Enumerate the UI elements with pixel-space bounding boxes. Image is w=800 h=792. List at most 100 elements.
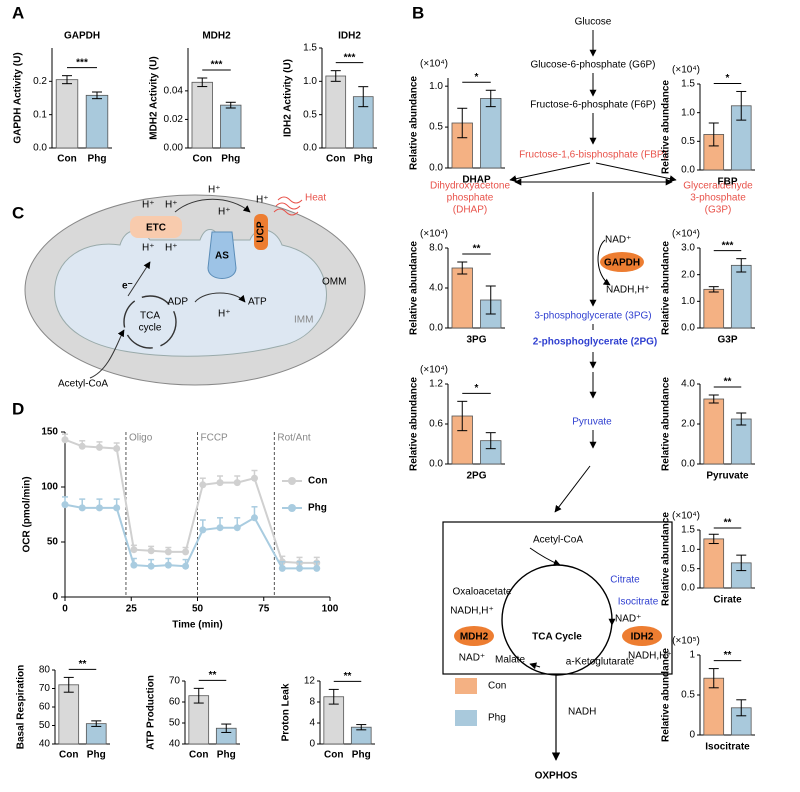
- point: [216, 479, 224, 487]
- metabolite: Dihydroxyacetone: [430, 181, 510, 192]
- series-line: [64, 503, 317, 570]
- label: OMM: [322, 277, 346, 288]
- y-tick-label: 0.0: [33, 143, 47, 154]
- atp-synthase: [207, 231, 237, 279]
- y-tick-label: 50: [47, 537, 59, 548]
- bar: [220, 104, 242, 149]
- label: H⁺: [208, 185, 221, 196]
- x-tick-label: Con: [57, 154, 76, 165]
- significance: *: [726, 73, 730, 84]
- significance: **: [79, 659, 87, 670]
- significance: **: [724, 650, 732, 661]
- enzyme: [622, 626, 662, 646]
- legend-label: Con: [308, 476, 327, 487]
- x-label: Isocitrate: [705, 742, 750, 753]
- multiplier: (×10⁵): [672, 636, 700, 647]
- bar: [703, 538, 725, 589]
- y-tick-label: 0.2: [33, 76, 47, 87]
- significance: ***: [722, 240, 734, 251]
- metabolite: Oxaloacetate: [453, 587, 512, 598]
- multiplier: (×10⁴): [420, 365, 448, 376]
- chart-title: GAPDH: [64, 31, 100, 42]
- y-tick-label: 0: [309, 739, 315, 750]
- y-label: Relative abundance: [409, 76, 420, 170]
- panel-label: D: [12, 399, 24, 418]
- y-tick-label: 0.5: [681, 690, 695, 701]
- significance: *: [475, 72, 479, 83]
- cofactor: NADH,H⁺: [606, 285, 650, 296]
- point: [233, 524, 241, 532]
- point: [78, 504, 86, 512]
- bar: [325, 75, 347, 149]
- y-tick-label: 8.0: [429, 243, 443, 254]
- y-tick-label: 1.0: [303, 76, 317, 87]
- chart-title: IDH2: [338, 31, 361, 42]
- metabolite: (DHAP): [453, 205, 487, 216]
- point: [164, 561, 172, 569]
- x-tick-label: 0: [62, 604, 68, 615]
- cofactor: NAD⁺: [459, 653, 485, 664]
- label: Acetyl-CoA: [58, 379, 108, 390]
- x-label: 2PG: [466, 471, 486, 482]
- point: [250, 474, 258, 482]
- cofactor: NADH,H⁺: [628, 651, 672, 662]
- y-tick-label: 40: [169, 739, 181, 750]
- y-label: IDH2 Activity (U): [283, 59, 294, 137]
- significance: **: [473, 244, 481, 255]
- y-tick-label: 70: [169, 676, 181, 687]
- label: H⁺: [142, 243, 155, 254]
- y-tick-label: 1.0: [681, 107, 695, 118]
- point: [113, 445, 121, 452]
- significance: *: [475, 383, 479, 394]
- metabolite: Citrate: [610, 575, 640, 586]
- label: ATP: [248, 297, 267, 308]
- cofactor: NADH,H⁺: [450, 606, 494, 617]
- y-tick-label: 2.0: [681, 269, 695, 280]
- point: [296, 564, 304, 572]
- y-tick-label: 2.0: [681, 419, 695, 430]
- y-tick-label: 8: [309, 697, 315, 708]
- point: [199, 481, 207, 489]
- y-tick-label: 0.0: [681, 583, 695, 594]
- y-tick-label: 1.5: [681, 525, 695, 536]
- metabolite: phosphate: [447, 193, 494, 204]
- x-label: Pyruvate: [706, 471, 749, 482]
- y-tick-label: 12: [304, 676, 316, 687]
- x-tick-label: Con: [326, 154, 345, 165]
- cofactor: NAD⁺: [615, 614, 641, 625]
- point: [216, 524, 224, 532]
- x-tick-label: Phg: [88, 154, 107, 165]
- metabolite: Malate: [495, 655, 525, 666]
- bar: [703, 398, 725, 465]
- point: [113, 504, 121, 512]
- multiplier: (×10⁴): [420, 229, 448, 240]
- y-label: MDH2 Activity (U): [149, 56, 160, 140]
- inner-membrane: [54, 229, 327, 357]
- tca-cycle-icon: [123, 295, 177, 349]
- bar: [703, 288, 725, 329]
- y-tick-label: 0.1: [33, 109, 47, 120]
- enzyme-label: MDH2: [460, 632, 489, 643]
- metabolite: 3-phosphate: [690, 193, 746, 204]
- heat-icon: [273, 196, 303, 216]
- oxphos: OXPHOS: [535, 771, 578, 782]
- point: [95, 443, 103, 451]
- y-tick-label: 0.0: [303, 143, 317, 154]
- x-tick-label: Con: [193, 154, 212, 165]
- bar: [480, 98, 502, 169]
- bar: [58, 684, 80, 745]
- legend-label: Phg: [488, 713, 506, 724]
- y-tick-label: 0.6: [429, 419, 443, 430]
- point: [61, 436, 69, 444]
- legend-marker: [288, 477, 296, 485]
- enzyme-label: GAPDH: [604, 258, 640, 269]
- y-label: ATP Production: [146, 675, 157, 750]
- bar: [85, 94, 109, 149]
- significance: **: [209, 670, 217, 681]
- label: AS: [215, 251, 229, 262]
- y-label: Proton Leak: [281, 683, 292, 741]
- bar: [55, 79, 79, 149]
- multiplier: (×10⁴): [672, 229, 700, 240]
- y-tick-label: 0.5: [681, 563, 695, 574]
